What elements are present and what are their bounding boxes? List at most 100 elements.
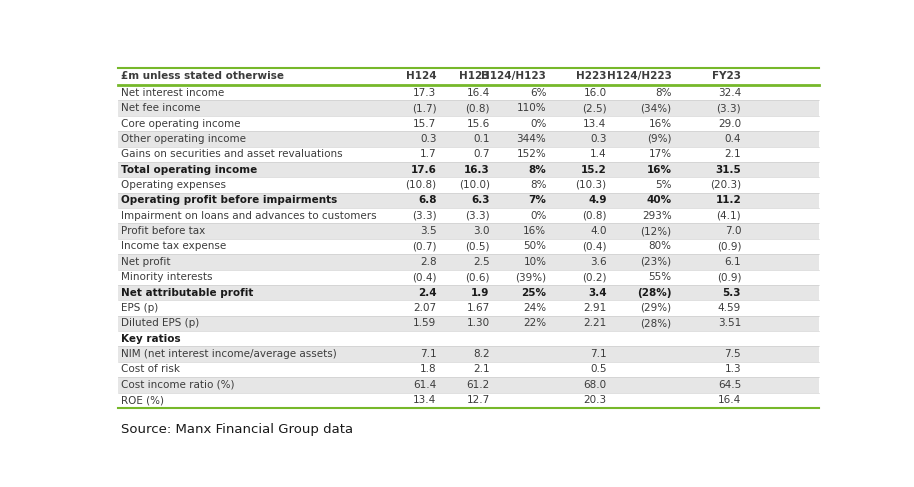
Text: 8%: 8% <box>655 88 672 98</box>
Bar <box>118 162 819 177</box>
Text: Net fee income: Net fee income <box>122 103 201 113</box>
Text: 15.6: 15.6 <box>466 118 490 129</box>
Bar <box>118 100 819 116</box>
Bar <box>118 177 819 193</box>
Text: (10.3): (10.3) <box>576 180 607 190</box>
Text: 7.1: 7.1 <box>590 349 607 359</box>
Text: 0.4: 0.4 <box>725 134 741 144</box>
Bar <box>118 331 819 346</box>
Text: 13.4: 13.4 <box>413 395 437 405</box>
Text: NIM (net interest income/average assets): NIM (net interest income/average assets) <box>122 349 337 359</box>
Text: 1.67: 1.67 <box>466 303 490 313</box>
Text: 55%: 55% <box>649 272 672 282</box>
Text: (20.3): (20.3) <box>710 180 741 190</box>
Text: (28%): (28%) <box>637 288 672 298</box>
Text: 61.4: 61.4 <box>413 380 437 390</box>
Text: (0.8): (0.8) <box>465 103 490 113</box>
Text: 20.3: 20.3 <box>583 395 607 405</box>
Text: Net interest income: Net interest income <box>122 88 225 98</box>
Text: (0.9): (0.9) <box>717 272 741 282</box>
Text: 0%: 0% <box>530 118 547 129</box>
Bar <box>118 68 819 85</box>
Text: 3.51: 3.51 <box>717 318 741 328</box>
Text: (0.4): (0.4) <box>582 242 607 251</box>
Text: 17.3: 17.3 <box>413 88 437 98</box>
Text: 50%: 50% <box>524 242 547 251</box>
Text: (0.8): (0.8) <box>582 211 607 221</box>
Bar <box>118 346 819 362</box>
Bar <box>118 285 819 300</box>
Text: 15.7: 15.7 <box>413 118 437 129</box>
Text: 4.9: 4.9 <box>588 195 607 206</box>
Text: 2.21: 2.21 <box>583 318 607 328</box>
Text: 16.0: 16.0 <box>583 88 607 98</box>
Text: Cost of risk: Cost of risk <box>122 364 180 375</box>
Text: Net attributable profit: Net attributable profit <box>122 288 254 298</box>
Text: 2.91: 2.91 <box>583 303 607 313</box>
Text: EPS (p): EPS (p) <box>122 303 159 313</box>
Text: 17%: 17% <box>649 149 672 159</box>
Text: 8%: 8% <box>528 165 547 175</box>
Text: (3.3): (3.3) <box>465 211 490 221</box>
Text: 3.4: 3.4 <box>588 288 607 298</box>
Text: 6%: 6% <box>530 88 547 98</box>
Text: 5.3: 5.3 <box>723 288 741 298</box>
Text: (0.2): (0.2) <box>582 272 607 282</box>
Bar <box>118 224 819 239</box>
Text: (4.1): (4.1) <box>717 211 741 221</box>
Text: 6.8: 6.8 <box>418 195 437 206</box>
Text: (0.5): (0.5) <box>465 242 490 251</box>
Text: Cost income ratio (%): Cost income ratio (%) <box>122 380 235 390</box>
Text: 16.4: 16.4 <box>466 88 490 98</box>
Text: 8%: 8% <box>530 180 547 190</box>
Text: 1.30: 1.30 <box>466 318 490 328</box>
Text: 4.0: 4.0 <box>590 226 607 236</box>
Text: Core operating income: Core operating income <box>122 118 240 129</box>
Bar <box>118 147 819 162</box>
Text: (29%): (29%) <box>641 303 672 313</box>
Text: 16%: 16% <box>649 118 672 129</box>
Bar <box>118 85 819 100</box>
Text: 0.7: 0.7 <box>473 149 490 159</box>
Text: 1.3: 1.3 <box>725 364 741 375</box>
Text: 1.59: 1.59 <box>413 318 437 328</box>
Text: 32.4: 32.4 <box>717 88 741 98</box>
Text: Minority interests: Minority interests <box>122 272 213 282</box>
Text: 2.4: 2.4 <box>418 288 437 298</box>
Text: ROE (%): ROE (%) <box>122 395 165 405</box>
Text: Source: Manx Financial Group data: Source: Manx Financial Group data <box>122 423 354 436</box>
Text: 0.3: 0.3 <box>590 134 607 144</box>
Text: (0.4): (0.4) <box>412 272 437 282</box>
Text: Operating expenses: Operating expenses <box>122 180 227 190</box>
Bar <box>118 239 819 254</box>
Text: 0.1: 0.1 <box>473 134 490 144</box>
Text: 1.7: 1.7 <box>420 149 437 159</box>
Text: 3.0: 3.0 <box>473 226 490 236</box>
Text: 10%: 10% <box>524 257 547 267</box>
Text: 0.3: 0.3 <box>420 134 437 144</box>
Text: (12%): (12%) <box>641 226 672 236</box>
Text: Operating profit before impairments: Operating profit before impairments <box>122 195 337 206</box>
Text: 7.5: 7.5 <box>725 349 741 359</box>
Text: £m unless stated otherwise: £m unless stated otherwise <box>122 72 284 81</box>
Bar <box>118 131 819 147</box>
Text: (10.8): (10.8) <box>406 180 437 190</box>
Text: 110%: 110% <box>516 103 547 113</box>
Text: H124/H123: H124/H123 <box>482 72 547 81</box>
Text: Gains on securities and asset revaluations: Gains on securities and asset revaluatio… <box>122 149 343 159</box>
Text: 3.6: 3.6 <box>590 257 607 267</box>
Text: 2.1: 2.1 <box>725 149 741 159</box>
Text: 25%: 25% <box>521 288 547 298</box>
Text: 22%: 22% <box>523 318 547 328</box>
Bar <box>118 300 819 316</box>
Bar <box>118 362 819 377</box>
Text: (10.0): (10.0) <box>459 180 490 190</box>
Text: Key ratios: Key ratios <box>122 334 181 344</box>
Text: 7.0: 7.0 <box>725 226 741 236</box>
Text: 293%: 293% <box>642 211 672 221</box>
Text: 31.5: 31.5 <box>716 165 741 175</box>
Text: 6.3: 6.3 <box>472 195 490 206</box>
Text: H124: H124 <box>406 72 437 81</box>
Text: 16.4: 16.4 <box>717 395 741 405</box>
Text: (0.7): (0.7) <box>412 242 437 251</box>
